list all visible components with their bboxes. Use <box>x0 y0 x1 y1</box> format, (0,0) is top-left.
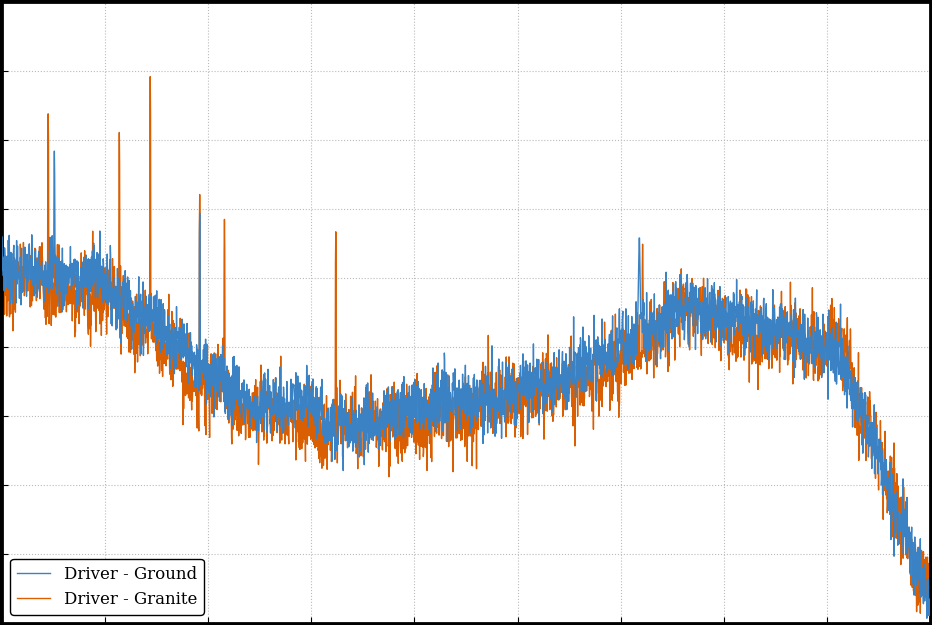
Driver - Ground <box>48 148 60 155</box>
Driver - Ground <box>924 596 932 603</box>
Driver - Ground <box>392 386 404 394</box>
Driver - Ground <box>158 300 169 308</box>
Driver - Granite <box>158 354 169 361</box>
Driver - Ground <box>103 289 114 297</box>
Driver - Ground <box>0 233 7 241</box>
Driver - Ground <box>806 322 817 330</box>
Line: Driver - Ground: Driver - Ground <box>2 151 929 618</box>
Driver - Granite <box>0 308 7 316</box>
Driver - Ground <box>906 523 917 531</box>
Legend: Driver - Ground, Driver - Granite: Driver - Ground, Driver - Granite <box>10 559 204 614</box>
Driver - Granite <box>144 73 156 81</box>
Driver - Granite <box>914 609 925 617</box>
Line: Driver - Granite: Driver - Granite <box>2 77 929 613</box>
Driver - Granite <box>924 591 932 598</box>
Driver - Ground <box>921 614 932 622</box>
Driver - Granite <box>906 535 917 542</box>
Driver - Granite <box>103 313 114 321</box>
Driver - Granite <box>806 345 817 352</box>
Driver - Granite <box>392 459 404 467</box>
Driver - Granite <box>352 418 363 426</box>
Driver - Ground <box>352 426 363 434</box>
